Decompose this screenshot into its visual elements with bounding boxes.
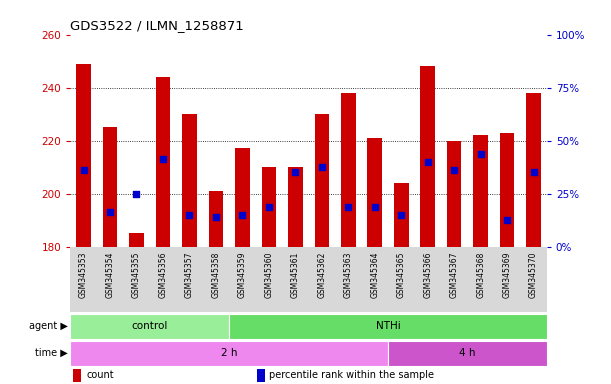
Bar	[500, 132, 514, 247]
Text: time ▶: time ▶	[35, 348, 68, 358]
Text: count: count	[86, 370, 114, 381]
Bar	[182, 114, 197, 247]
Text: GSM345366: GSM345366	[423, 252, 432, 298]
Point	[476, 151, 486, 157]
Text: GSM345363: GSM345363	[344, 252, 353, 298]
Point	[397, 212, 406, 218]
Point	[317, 164, 327, 170]
Bar	[208, 191, 223, 247]
Bar	[447, 141, 461, 247]
Point	[449, 167, 459, 173]
Text: GSM345355: GSM345355	[132, 252, 141, 298]
Bar	[315, 114, 329, 247]
Text: GSM345358: GSM345358	[211, 252, 221, 298]
Bar	[70, 341, 388, 366]
Text: agent ▶: agent ▶	[29, 321, 68, 331]
Bar	[70, 314, 229, 339]
Bar	[367, 138, 382, 247]
Point	[105, 209, 115, 215]
Bar	[526, 93, 541, 247]
Point	[211, 214, 221, 220]
Text: GSM345357: GSM345357	[185, 252, 194, 298]
Bar	[288, 167, 302, 247]
Bar	[262, 167, 276, 247]
Bar	[156, 77, 170, 247]
Point	[343, 204, 353, 210]
Text: GSM345370: GSM345370	[529, 252, 538, 298]
Text: percentile rank within the sample: percentile rank within the sample	[269, 370, 434, 381]
Bar	[388, 341, 547, 366]
Point	[290, 169, 300, 175]
Point	[370, 204, 379, 210]
Text: GSM345368: GSM345368	[476, 252, 485, 298]
Text: GSM345360: GSM345360	[265, 252, 273, 298]
Text: GSM345364: GSM345364	[370, 252, 379, 298]
Bar	[129, 233, 144, 247]
Text: GDS3522 / ILMN_1258871: GDS3522 / ILMN_1258871	[70, 19, 244, 32]
Text: 4 h: 4 h	[459, 348, 476, 358]
Text: control: control	[131, 321, 168, 331]
Point	[238, 212, 247, 218]
Point	[423, 159, 433, 165]
Text: GSM345353: GSM345353	[79, 252, 88, 298]
Point	[502, 217, 512, 223]
Text: GSM345354: GSM345354	[106, 252, 114, 298]
Bar	[103, 127, 117, 247]
Text: 2 h: 2 h	[221, 348, 238, 358]
Text: GSM345367: GSM345367	[450, 252, 459, 298]
Bar	[70, 247, 547, 312]
Bar	[76, 64, 91, 247]
Bar	[474, 135, 488, 247]
Point	[158, 156, 168, 162]
Point	[529, 169, 538, 175]
Text: GSM345369: GSM345369	[503, 252, 511, 298]
Text: GSM345359: GSM345359	[238, 252, 247, 298]
Point	[185, 212, 194, 218]
Text: GSM345361: GSM345361	[291, 252, 300, 298]
Text: GSM345356: GSM345356	[158, 252, 167, 298]
Bar	[229, 314, 547, 339]
Bar	[235, 149, 250, 247]
Bar	[394, 183, 409, 247]
Bar	[420, 66, 435, 247]
Text: NTHi: NTHi	[376, 321, 400, 331]
Text: GSM345362: GSM345362	[317, 252, 326, 298]
Point	[79, 167, 89, 173]
Bar	[341, 93, 356, 247]
Point	[264, 204, 274, 210]
Point	[131, 190, 141, 197]
Text: GSM345365: GSM345365	[397, 252, 406, 298]
